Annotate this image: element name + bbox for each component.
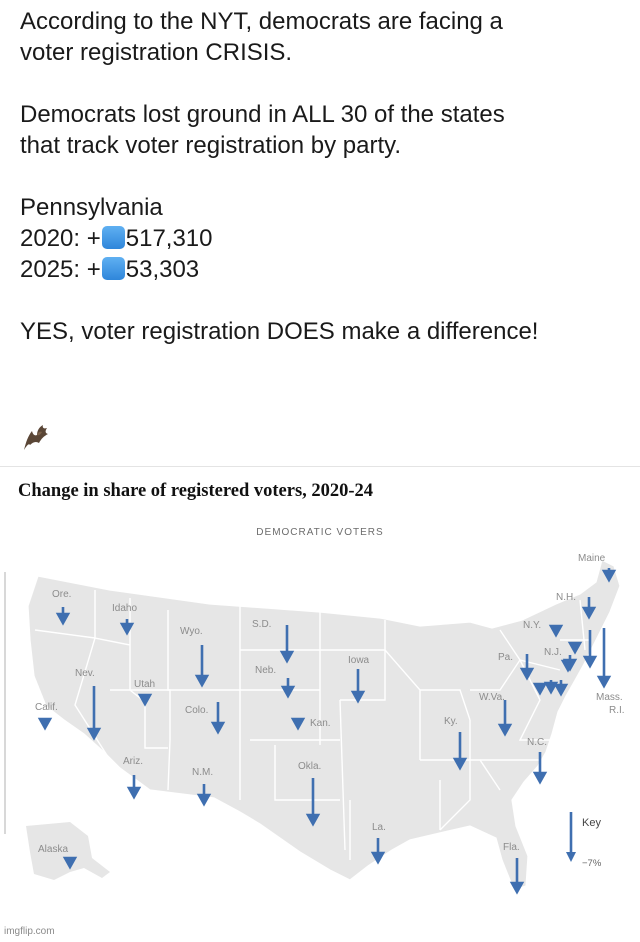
- state-label: Idaho: [112, 603, 137, 614]
- state-arrow: [290, 717, 306, 731]
- state-label: Maine: [578, 553, 606, 564]
- state-name: Pennsylvania: [20, 194, 163, 221]
- post-paragraph-claim: Democrats lost ground in ALL 30 of the s…: [20, 99, 630, 161]
- state-arrow: [126, 775, 142, 800]
- watermark: imgflip.com: [4, 926, 55, 937]
- blue-square-icon: [101, 226, 125, 249]
- state-arrow: [210, 702, 226, 735]
- post-line: According to the NYT, democrats are faci…: [20, 8, 503, 35]
- state-label: Okla.: [298, 761, 321, 772]
- state-arrow: [532, 682, 548, 696]
- state-arrow: [119, 619, 135, 636]
- state-arrow: [560, 659, 576, 673]
- post-line: Democrats lost ground in ALL 30 of the s…: [20, 101, 505, 128]
- state-arrow: [86, 686, 102, 741]
- map-title: Change in share of registered voters, 20…: [18, 481, 374, 501]
- state-label: W.Va.: [479, 692, 505, 703]
- key-title: Key: [582, 817, 601, 829]
- us-map: Ore. Idaho Wyo. S.D. Maine N.H. N.Y. N.J. Pa. Neb…: [26, 553, 625, 895]
- state-arrow: [532, 752, 548, 785]
- state-label: Ore.: [52, 589, 71, 600]
- bat-icon: [24, 425, 48, 450]
- state-arrow: [62, 856, 78, 870]
- state-label: Nev.: [75, 668, 95, 679]
- closing-line: YES, voter registration DOES make a diff…: [20, 318, 539, 345]
- state-arrow: [509, 858, 525, 895]
- state-arrow: [305, 778, 321, 827]
- state-label: Mass.: [596, 692, 623, 703]
- state-label: Pa.: [498, 652, 513, 663]
- post-line: voter registration CRISIS.: [20, 39, 293, 66]
- state-arrow: [37, 717, 53, 731]
- state-arrow: [543, 680, 559, 695]
- state-arrow: [350, 669, 366, 704]
- post-paragraph-pennsylvania: Pennsylvania 2020: + 517,310 2025: + 53,30…: [20, 192, 630, 285]
- state-arrow: [497, 700, 513, 737]
- state-label: N.M.: [192, 767, 213, 778]
- state-label: Ky.: [444, 716, 458, 727]
- state-arrow: [370, 838, 386, 865]
- state-arrow: [601, 568, 617, 583]
- state-label: R.I.: [609, 705, 625, 716]
- post-paragraph-closing: YES, voter registration DOES make a diff…: [20, 316, 630, 347]
- state-arrow: [553, 680, 569, 697]
- state-arrow: [55, 607, 71, 626]
- post-text: According to the NYT, democrats are faci…: [20, 6, 630, 359]
- state-label: Iowa: [348, 655, 370, 666]
- row-2020-value: 517,310: [125, 225, 213, 252]
- state-label: Ariz.: [123, 756, 143, 767]
- state-arrow: [280, 678, 296, 699]
- key-value: −7%: [582, 858, 602, 869]
- state-arrow: [196, 784, 212, 807]
- state-arrow: [567, 641, 583, 655]
- state-arrows: [37, 568, 617, 895]
- state-label: N.H.: [556, 592, 576, 603]
- map-key: Key −7%: [566, 812, 602, 869]
- state-labels: Ore. Idaho Wyo. S.D. Maine N.H. N.Y. N.J. Pa. Neb…: [35, 553, 625, 855]
- post-line: that track voter registration by party.: [20, 132, 402, 159]
- state-arrow: [582, 630, 598, 669]
- state-arrow: [596, 628, 612, 689]
- row-2020-prefix: 2020: +: [20, 225, 101, 252]
- state-arrow: [519, 654, 535, 681]
- state-label: Utah: [134, 679, 155, 690]
- state-label: Neb.: [255, 665, 276, 676]
- state-label: Calif.: [35, 702, 58, 713]
- us-landmass: [27, 559, 621, 891]
- state-arrow: [137, 693, 153, 707]
- state-label: Wyo.: [180, 626, 203, 637]
- state-label: N.J.: [544, 647, 562, 658]
- state-label: N.Y.: [523, 620, 541, 631]
- state-label: La.: [372, 822, 386, 833]
- state-label: Alaska: [38, 844, 68, 855]
- key-arrow-head: [566, 852, 576, 862]
- section-divider: [0, 466, 640, 467]
- state-label: Fla.: [503, 842, 520, 853]
- post-paragraph-intro: According to the NYT, democrats are faci…: [20, 6, 630, 68]
- state-arrow: [581, 597, 597, 620]
- row-2025-value: 53,303: [125, 256, 200, 283]
- state-borders: [34, 590, 590, 860]
- blue-square-icon: [101, 257, 125, 280]
- state-label: Colo.: [185, 705, 208, 716]
- state-arrow: [194, 645, 210, 688]
- alaska-landmass: [26, 822, 110, 880]
- scroll-edge: [4, 572, 6, 834]
- state-label: Kan.: [310, 718, 331, 729]
- row-2025-prefix: 2025: +: [20, 256, 101, 283]
- state-label: S.D.: [252, 619, 271, 630]
- map-subtitle: DEMOCRATIC VOTERS: [256, 527, 384, 538]
- state-label: N.C.: [527, 737, 547, 748]
- state-arrow: [548, 624, 564, 638]
- state-arrow: [452, 732, 468, 771]
- state-arrow: [279, 625, 295, 664]
